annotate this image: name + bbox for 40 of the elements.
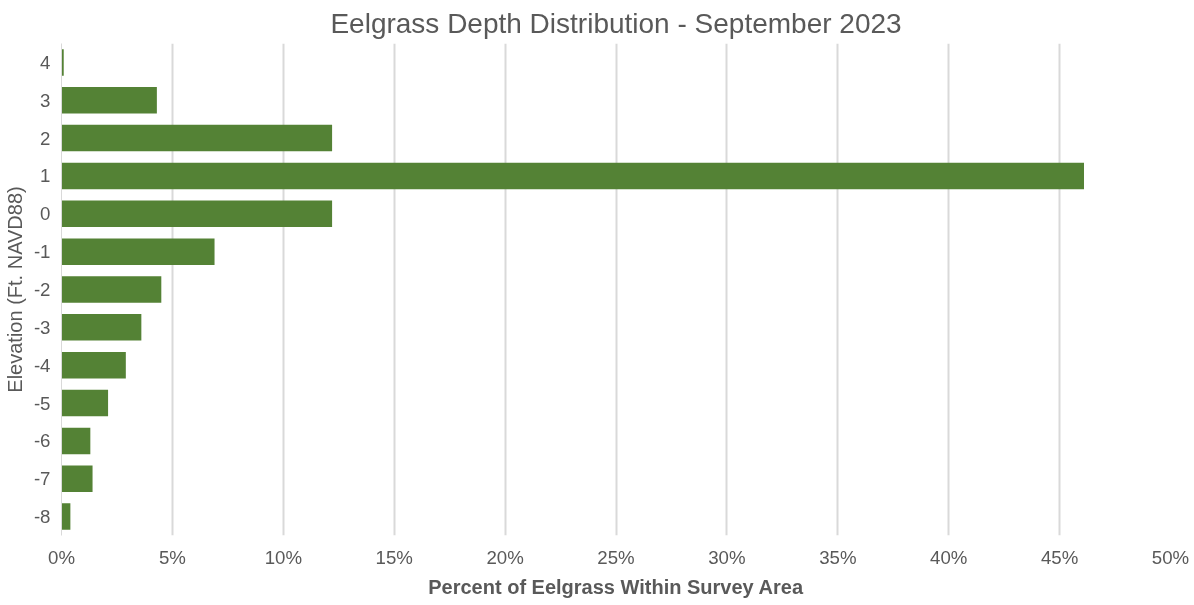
x-axis-title: Percent of Eelgrass Within Survey Area xyxy=(428,575,804,598)
y-tick-label: -5 xyxy=(33,392,51,414)
bar xyxy=(61,389,109,417)
bar xyxy=(61,124,333,152)
x-tick-label: 5% xyxy=(158,546,186,568)
x-tick-label: 45% xyxy=(1040,546,1079,568)
bar xyxy=(61,162,1084,190)
y-axis-title: Elevation (Ft. NAVD88) xyxy=(3,186,26,393)
y-tick-label: 0 xyxy=(40,203,51,225)
y-tick-label: -3 xyxy=(33,316,51,338)
chart-title: Eelgrass Depth Distribution - September 2023 xyxy=(330,7,902,39)
y-tick-label: 4 xyxy=(40,51,51,73)
x-tick-label: 20% xyxy=(486,546,524,568)
bar xyxy=(61,503,71,530)
y-tick-label: 3 xyxy=(40,89,51,111)
bar xyxy=(61,314,142,341)
x-tick-label: 15% xyxy=(375,546,413,568)
bar xyxy=(61,87,157,114)
bar xyxy=(61,427,91,455)
y-tick-label: -7 xyxy=(33,468,51,490)
y-tick-label: -6 xyxy=(33,430,51,452)
bar xyxy=(61,200,333,228)
y-tick-label: -1 xyxy=(33,241,51,263)
y-tick-label: 1 xyxy=(40,165,51,187)
x-tick-label: 25% xyxy=(597,546,635,568)
bar xyxy=(61,351,126,379)
x-tick-label: 10% xyxy=(264,546,302,568)
x-tick-label: 35% xyxy=(819,546,857,568)
y-tick-label: -8 xyxy=(33,506,51,528)
bar xyxy=(61,276,162,303)
x-tick-label: 40% xyxy=(930,546,968,568)
bar xyxy=(61,49,64,76)
y-tick-label: 2 xyxy=(40,127,51,149)
y-tick-label: -2 xyxy=(33,279,51,300)
x-tick-label: 30% xyxy=(708,546,746,568)
x-tick-label: 50% xyxy=(1151,546,1190,568)
bar xyxy=(61,238,215,265)
bar xyxy=(61,465,93,492)
y-tick-label: -4 xyxy=(33,354,51,376)
x-tick-label: 0% xyxy=(48,546,75,568)
